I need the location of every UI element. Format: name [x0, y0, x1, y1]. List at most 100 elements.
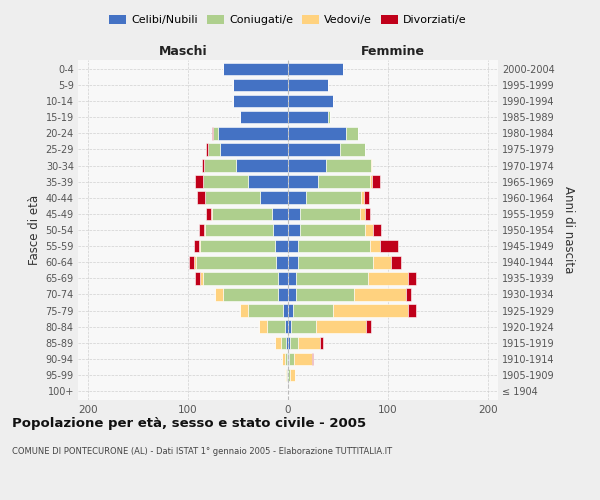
Bar: [290, 336, 298, 349]
Bar: [205, 224, 273, 236]
Bar: [199, 224, 204, 236]
Bar: [293, 304, 333, 317]
Bar: [361, 192, 364, 204]
Bar: [306, 192, 361, 204]
Bar: [328, 111, 330, 124]
Bar: [318, 176, 370, 188]
Bar: [287, 352, 288, 365]
Bar: [288, 368, 290, 382]
Bar: [373, 224, 381, 236]
Text: COMUNE DI PONTECURONE (AL) - Dati ISTAT 1° gennaio 2005 - Elaborazione TUTTITALI: COMUNE DI PONTECURONE (AL) - Dati ISTAT …: [12, 448, 392, 456]
Bar: [288, 320, 291, 333]
Bar: [267, 320, 285, 333]
Bar: [373, 256, 391, 268]
Bar: [288, 95, 333, 108]
Bar: [288, 224, 300, 236]
Bar: [365, 224, 373, 236]
Bar: [340, 143, 365, 156]
Bar: [288, 256, 298, 268]
Bar: [370, 240, 380, 252]
Bar: [218, 127, 288, 140]
Bar: [233, 78, 288, 92]
Bar: [212, 208, 272, 220]
Bar: [408, 304, 416, 317]
Bar: [240, 304, 248, 317]
Bar: [285, 352, 287, 365]
Bar: [223, 288, 278, 300]
Bar: [287, 368, 288, 382]
Y-axis label: Anni di nascita: Anni di nascita: [562, 186, 575, 274]
Bar: [316, 320, 366, 333]
Bar: [194, 256, 196, 268]
Bar: [189, 256, 194, 268]
Bar: [260, 192, 288, 204]
Text: Popolazione per età, sesso e stato civile - 2005: Popolazione per età, sesso e stato civil…: [12, 418, 366, 430]
Bar: [220, 143, 288, 156]
Bar: [275, 336, 281, 349]
Bar: [278, 272, 288, 284]
Bar: [288, 176, 318, 188]
Bar: [296, 272, 368, 284]
Bar: [281, 336, 286, 349]
Bar: [213, 127, 218, 140]
Bar: [197, 192, 205, 204]
Bar: [205, 192, 260, 204]
Bar: [312, 352, 313, 365]
Bar: [233, 95, 288, 108]
Bar: [406, 288, 411, 300]
Bar: [291, 320, 316, 333]
Bar: [200, 240, 275, 252]
Bar: [372, 176, 380, 188]
Bar: [215, 288, 223, 300]
Bar: [223, 62, 288, 75]
Bar: [326, 160, 371, 172]
Bar: [290, 368, 295, 382]
Bar: [206, 143, 208, 156]
Bar: [354, 288, 406, 300]
Bar: [273, 224, 288, 236]
Bar: [286, 336, 288, 349]
Bar: [282, 352, 285, 365]
Bar: [300, 208, 360, 220]
Bar: [391, 256, 401, 268]
Y-axis label: Fasce di età: Fasce di età: [28, 195, 41, 265]
Bar: [204, 224, 205, 236]
Bar: [320, 336, 323, 349]
Bar: [275, 240, 288, 252]
Bar: [199, 240, 200, 252]
Bar: [288, 352, 289, 365]
Bar: [288, 143, 340, 156]
Bar: [194, 240, 199, 252]
Bar: [285, 320, 288, 333]
Bar: [300, 224, 365, 236]
Bar: [370, 176, 372, 188]
Bar: [278, 288, 288, 300]
Bar: [368, 272, 408, 284]
Bar: [206, 208, 211, 220]
Bar: [333, 304, 408, 317]
Bar: [286, 368, 287, 382]
Bar: [288, 62, 343, 75]
Bar: [288, 78, 328, 92]
Bar: [380, 240, 398, 252]
Text: Femmine: Femmine: [361, 44, 425, 58]
Bar: [288, 111, 328, 124]
Bar: [272, 208, 288, 220]
Bar: [203, 272, 278, 284]
Bar: [289, 352, 294, 365]
Bar: [366, 320, 371, 333]
Bar: [288, 160, 326, 172]
Bar: [288, 208, 300, 220]
Bar: [248, 176, 288, 188]
Bar: [298, 240, 370, 252]
Bar: [365, 208, 370, 220]
Bar: [298, 336, 320, 349]
Bar: [248, 304, 283, 317]
Bar: [202, 160, 204, 172]
Bar: [204, 160, 236, 172]
Bar: [285, 368, 286, 382]
Bar: [195, 272, 200, 284]
Bar: [360, 208, 365, 220]
Bar: [196, 256, 276, 268]
Bar: [288, 288, 296, 300]
